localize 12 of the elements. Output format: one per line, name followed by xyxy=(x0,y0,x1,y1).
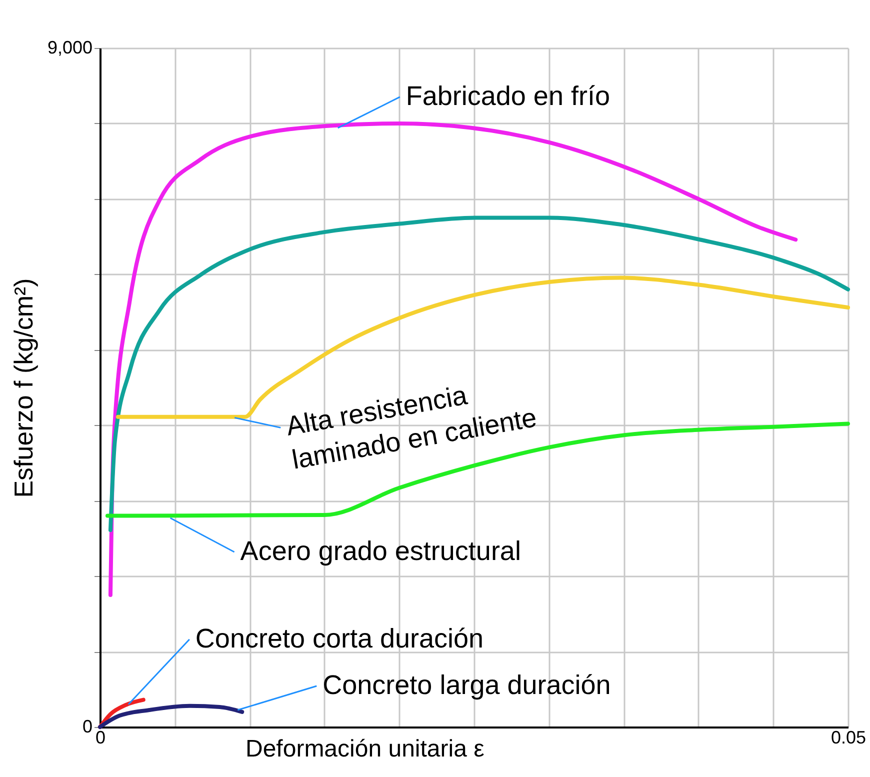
line-series xyxy=(98,704,244,729)
x-axis-title: Deformación unitaria ε xyxy=(246,736,485,762)
annotation: Alta resistencia laminado en caliente xyxy=(284,380,539,475)
y-axis-title: Esfuerzo f (kg/cm²) xyxy=(8,278,38,498)
y-tick-label: 9,000 xyxy=(47,38,92,58)
annotation: Concreto corta duración xyxy=(195,623,484,654)
annotation: Concreto larga duración xyxy=(322,670,611,700)
x-tick-label: 0.05 xyxy=(830,728,866,748)
annotation: Fabricado en frío xyxy=(406,80,610,111)
annotation: Acero grado estructural xyxy=(240,536,521,566)
line-series xyxy=(108,121,798,597)
line-series xyxy=(108,216,850,532)
